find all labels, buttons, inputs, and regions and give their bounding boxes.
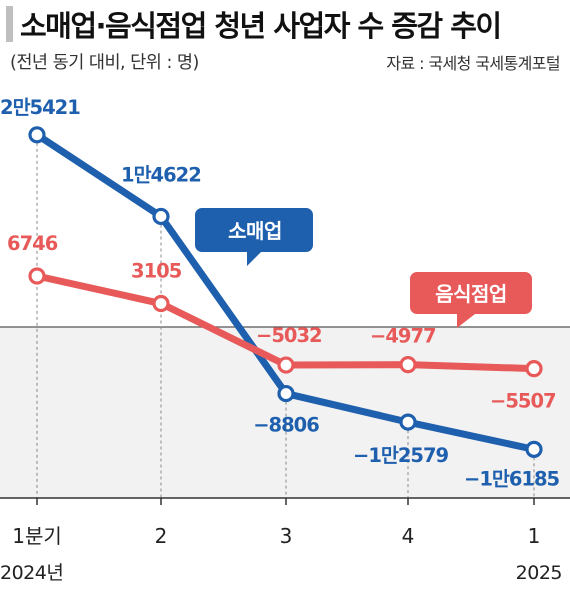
callout-food-label: 음식점업 [435,282,507,306]
x-tick-label: 1 [528,524,541,548]
data-point-retail [525,440,543,458]
title-accent-bar [6,6,13,42]
data-label-retail: −8806 [253,414,319,437]
callout-food-bubble [410,272,532,328]
source-note: 자료 : 국세청 국세통계포털 [386,54,560,73]
title-area: 소매업·음식점업 청년 사업자 수 증감 추이 [0,0,570,46]
data-point-food [152,294,170,313]
data-point-food [277,356,295,374]
x-tick-label: 2 [155,524,168,548]
data-labels-layer: 2만5421 1만4622 −8806 −1만2579 −1만6185 6746 3105 −… [0,96,561,491]
data-label-food: −5032 [256,324,322,347]
guide-lines-layer [0,142,570,498]
year-label-start: 2024년 [0,562,63,584]
data-point-retail [277,384,295,403]
data-point-retail [152,207,170,226]
callout-retail-label: 소매업 [228,219,282,243]
data-point-food [525,360,543,378]
data-point-retail [28,126,46,144]
data-label-food: −4977 [370,325,436,348]
data-label-retail: −1만2579 [353,444,449,467]
data-label-retail: 2만5421 [0,96,80,119]
chart-title: 소매업·음식점업 청년 사업자 수 증감 추이 [20,9,502,43]
callout-retail-bubble [195,208,313,266]
data-label-food: 6746 [7,232,58,255]
year-label-end: 2025 [516,562,562,584]
data-point-food [28,267,46,285]
data-label-food: 3105 [131,260,182,283]
data-label-retail: −1만6185 [464,467,560,490]
data-point-retail [399,413,417,431]
data-label-retail: 1만4622 [121,163,201,186]
x-axis-layer: 1분기 2 3 4 1 2024년 2025 [0,497,570,584]
data-points-layer [28,126,543,458]
data-label-food: −5507 [490,390,556,413]
data-point-food [399,356,417,374]
negative-area [0,327,570,498]
x-tick-label: 3 [280,524,293,548]
chart-subtitle: (전년 동기 대비, 단위 : 명) [10,53,199,73]
negative-area-layer [0,327,570,498]
x-tick-label: 1분기 [12,524,62,548]
x-tick-label: 4 [402,524,415,548]
